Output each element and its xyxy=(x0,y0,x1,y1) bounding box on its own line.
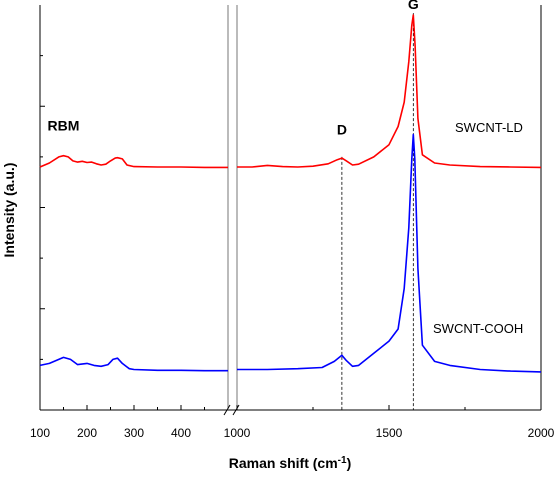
axis-break-mark xyxy=(223,404,231,416)
x-tick-label: 100 xyxy=(30,426,50,440)
series-label-swcnt-cooh: SWCNT-COOH xyxy=(433,321,523,336)
x-tick-label: 400 xyxy=(171,426,191,440)
x-axis-title: Raman shift (cm-1) xyxy=(229,455,352,471)
series-line-swcnt-cooh xyxy=(39,356,228,372)
x-tick-label: 300 xyxy=(124,426,144,440)
x-tick-label: 200 xyxy=(77,426,97,440)
series-line-swcnt-ld xyxy=(237,14,542,169)
axis-break-mark xyxy=(232,404,240,416)
x-tick-label: 1000 xyxy=(224,426,251,440)
y-axis-title: Intensity (a.u.) xyxy=(1,163,17,258)
plot-area: 100 200 300 400 1000 1500 2000 SWCNT-LD SWCNT-CO… xyxy=(30,0,555,440)
peak-annotation: D xyxy=(337,122,347,138)
peak-annotation: RBM xyxy=(48,118,80,134)
series-line-swcnt-ld xyxy=(39,154,228,169)
peak-annotation: G xyxy=(408,0,419,12)
x-tick-label: 2000 xyxy=(528,426,555,440)
series-line-swcnt-cooh xyxy=(237,133,542,373)
x-tick-label: 1500 xyxy=(376,426,403,440)
series-label-swcnt-ld: SWCNT-LD xyxy=(455,120,523,135)
